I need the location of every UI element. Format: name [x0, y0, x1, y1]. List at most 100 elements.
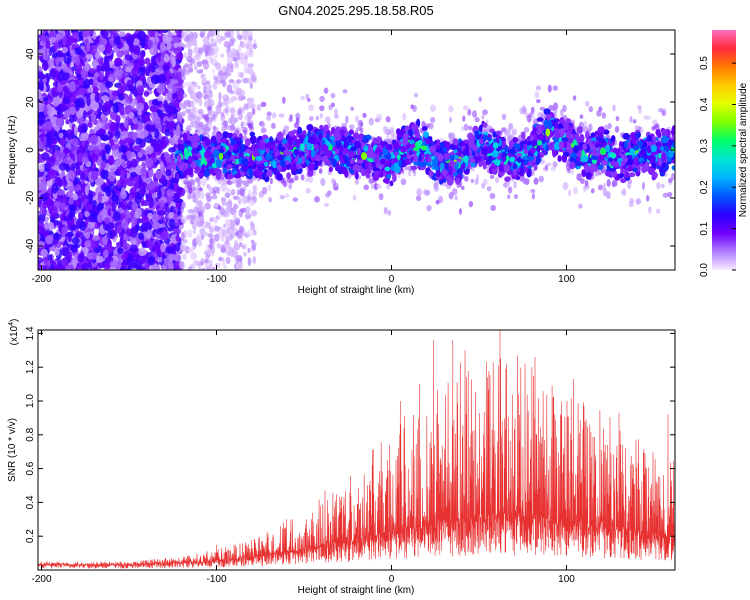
heatmap-noise-cell	[62, 67, 72, 73]
heatmap-fade-cell	[221, 94, 229, 99]
heatmap-noise-cell	[101, 63, 110, 72]
heatmap-halo-cell	[615, 115, 620, 122]
heatmap-halo-cell	[192, 194, 196, 203]
heatmap-halo-cell	[289, 114, 293, 120]
heatmap-fade-cell	[235, 87, 243, 96]
heatmap-fade-cell	[204, 262, 208, 269]
heatmap-noise-cell	[71, 236, 80, 245]
heatmap-fade-cell	[183, 43, 187, 49]
heatmap-halo-cell	[670, 173, 675, 181]
heatmap-noise-cell	[53, 96, 60, 107]
heatmap-fade-cell	[234, 240, 239, 246]
heatmap-halo-cell	[632, 119, 637, 124]
heatmap-fade-cell	[226, 251, 233, 257]
heatmap-noise-cell	[81, 156, 89, 164]
heatmap-noise-cell	[77, 190, 83, 197]
heatmap-noise-cell	[104, 81, 114, 89]
heatmap-noise-cell	[88, 195, 93, 205]
heatmap-halo-cell	[217, 204, 221, 211]
heatmap-noise-cell	[151, 263, 161, 270]
heatmap-noise-cell	[140, 148, 146, 154]
heatmap-noise-cell	[164, 152, 169, 159]
heatmap-halo-cell	[550, 166, 556, 171]
heatmap-halo-cell	[278, 113, 285, 118]
heatmap-noise-cell	[101, 30, 109, 39]
heatmap-noise-cell	[43, 121, 53, 129]
heatmap-noise-cell	[147, 62, 154, 72]
heatmap-halo-cell	[538, 175, 545, 183]
heatmap-fade-cell	[245, 211, 251, 217]
heatmap-halo-cell	[219, 208, 226, 216]
heatmap-halo-cell	[295, 112, 301, 120]
heatmap-noise-cell	[140, 167, 147, 177]
heatmap-halo-cell	[352, 194, 357, 201]
heatmap-halo-cell	[235, 182, 242, 188]
heatmap-halo-cell	[240, 207, 247, 213]
heatmap-noise-cell	[120, 219, 129, 230]
heatmap-noise-cell	[150, 74, 160, 85]
heatmap-halo-cell	[256, 104, 262, 111]
heatmap-noise-cell	[67, 234, 72, 243]
heatmap-fade-cell	[188, 68, 193, 73]
heatmap-fade-cell	[224, 32, 232, 38]
heatmap-noise-cell	[77, 87, 87, 96]
heatmap-noise-cell	[92, 199, 97, 207]
heatmap-fade-cell	[225, 256, 231, 265]
heatmap-halo-cell	[454, 195, 458, 201]
heatmap-noise-cell	[149, 104, 158, 113]
heatmap-signal-cell	[671, 165, 675, 171]
heatmap-noise-cell	[68, 210, 73, 222]
heatmap-fade-cell	[251, 209, 258, 217]
heatmap-noise-cell	[49, 68, 56, 80]
heatmap-noise-cell	[118, 93, 125, 101]
heatmap-noise-cell	[99, 72, 104, 81]
heatmap-noise-cell	[79, 221, 87, 231]
heatmap-fade-cell	[223, 40, 231, 48]
heatmap-fade-cell	[192, 228, 197, 235]
heatmap-halo-cell	[427, 122, 434, 130]
heatmap-noise-cell	[75, 111, 82, 119]
heatmap-fade-cell	[224, 218, 230, 227]
heatmap-fade-cell	[220, 247, 227, 253]
heatmap-noise-cell	[46, 156, 55, 168]
heatmap-noise-cell	[56, 106, 62, 115]
heatmap-noise-cell	[56, 85, 64, 93]
heatmap-noise-cell	[86, 95, 91, 107]
heatmap-noise-cell	[167, 91, 173, 102]
heatmap-halo-cell	[535, 85, 542, 91]
heatmap-fade-cell	[243, 65, 248, 75]
heatmap-fade-cell	[247, 247, 251, 253]
heatmap-noise-cell	[135, 95, 144, 101]
heatmap-noise-cell	[38, 213, 46, 224]
heatmap-halo-cell	[267, 184, 272, 191]
heatmap-noise-cell	[156, 95, 164, 102]
heatmap-fade-cell	[220, 53, 225, 58]
heatmap-fade-cell	[185, 41, 192, 49]
heatmap-noise-cell	[43, 192, 50, 199]
heatmap-halo-cell	[458, 208, 462, 215]
heatmap-halo-cell	[588, 105, 594, 113]
heatmap-halo-cell	[513, 194, 519, 200]
heatmap-noise-cell	[135, 137, 143, 145]
heatmap-noise-cell	[63, 57, 72, 65]
heatmap-halo-cell	[197, 211, 203, 217]
heatmap-halo-cell	[248, 126, 255, 131]
heatmap-halo-cell	[269, 177, 273, 185]
heatmap-fade-cell	[187, 48, 193, 58]
heatmap-noise-cell	[161, 230, 169, 242]
heatmap-noise-cell	[126, 228, 133, 237]
heatmap-halo-cell	[506, 128, 511, 134]
heatmap-fade-cell	[205, 55, 211, 60]
heatmap-halo-cell	[279, 194, 286, 200]
heatmap-noise-cell	[77, 253, 84, 263]
heatmap-noise-cell	[61, 46, 68, 54]
heatmap-halo-cell	[175, 130, 182, 136]
heatmap-halo-cell	[375, 183, 382, 189]
heatmap-halo-cell	[579, 114, 584, 119]
heatmap-halo-cell	[328, 104, 333, 111]
heatmap-fade-cell	[221, 197, 227, 207]
heatmap-fade-cell	[214, 262, 221, 268]
heatmap-halo-cell	[271, 112, 277, 119]
heatmap-noise-cell	[144, 57, 151, 66]
